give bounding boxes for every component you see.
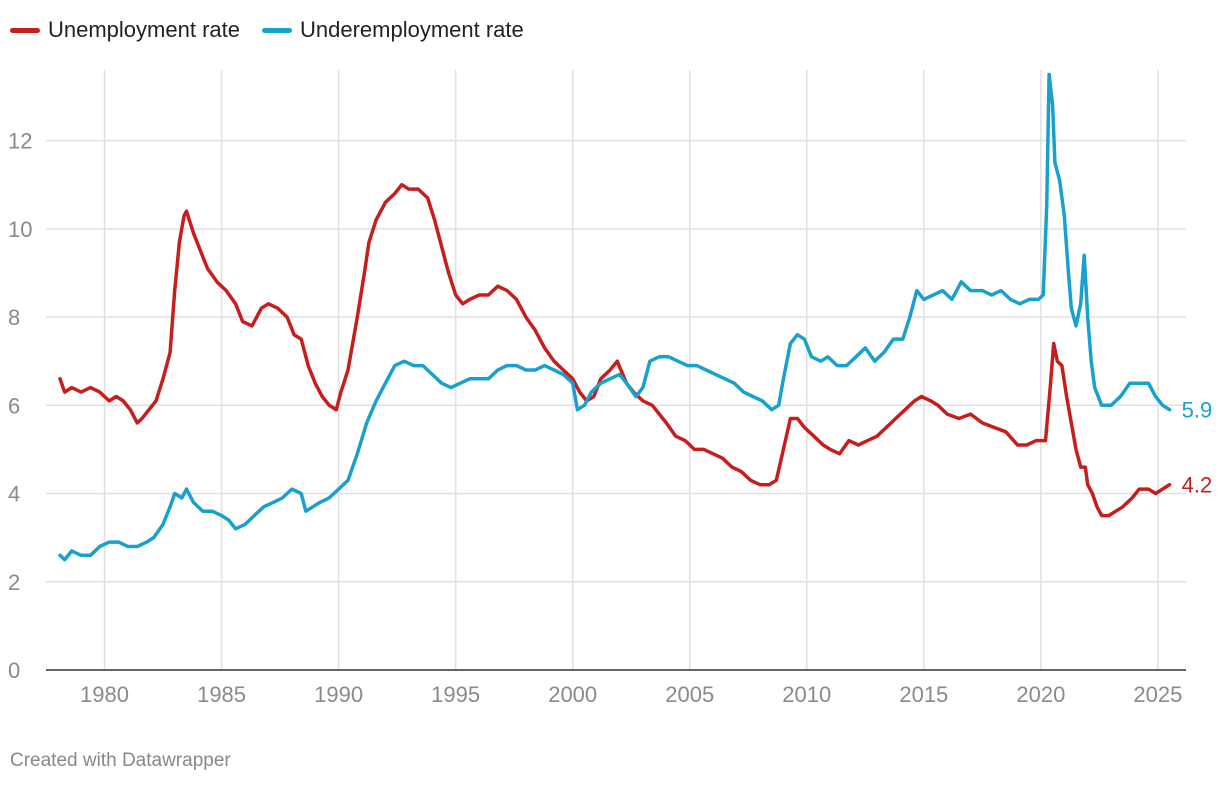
y-tick-label: 2 [8, 570, 20, 595]
legend: Unemployment rate Underemployment rate [10, 14, 524, 46]
x-tick-label: 1980 [80, 682, 129, 707]
y-tick-label: 6 [8, 393, 20, 418]
legend-item-unemployment: Unemployment rate [10, 17, 240, 43]
x-tick-label: 2005 [665, 682, 714, 707]
y-tick-label: 0 [8, 658, 20, 683]
x-tick-label: 2020 [1016, 682, 1065, 707]
x-tick-label: 2000 [548, 682, 597, 707]
legend-swatch-unemployment [10, 27, 40, 33]
x-tick-label: 2025 [1133, 682, 1182, 707]
x-tick-label: 2015 [899, 682, 948, 707]
legend-swatch-underemployment [261, 27, 292, 33]
y-tick-label: 8 [8, 305, 20, 330]
x-tick-label: 1995 [431, 682, 480, 707]
legend-label-unemployment: Unemployment rate [48, 17, 240, 42]
end-value-label-underemployment: 5.9 [1182, 398, 1213, 423]
y-tick-label: 10 [8, 217, 32, 242]
legend-label-underemployment: Underemployment rate [299, 17, 524, 42]
legend-item-underemployment: Underemployment rate [261, 17, 524, 43]
credit-text: Created with Datawrapper [10, 750, 231, 771]
series-line-underemployment [58, 72, 1172, 562]
end-value-label-unemployment: 4.2 [1182, 473, 1213, 498]
y-tick-label: 4 [8, 482, 20, 507]
x-tick-label: 2010 [782, 682, 831, 707]
series-line-unemployment [58, 182, 1172, 518]
x-tick-label: 1990 [314, 682, 363, 707]
y-tick-label: 12 [8, 129, 32, 154]
x-tick-label: 1985 [197, 682, 246, 707]
